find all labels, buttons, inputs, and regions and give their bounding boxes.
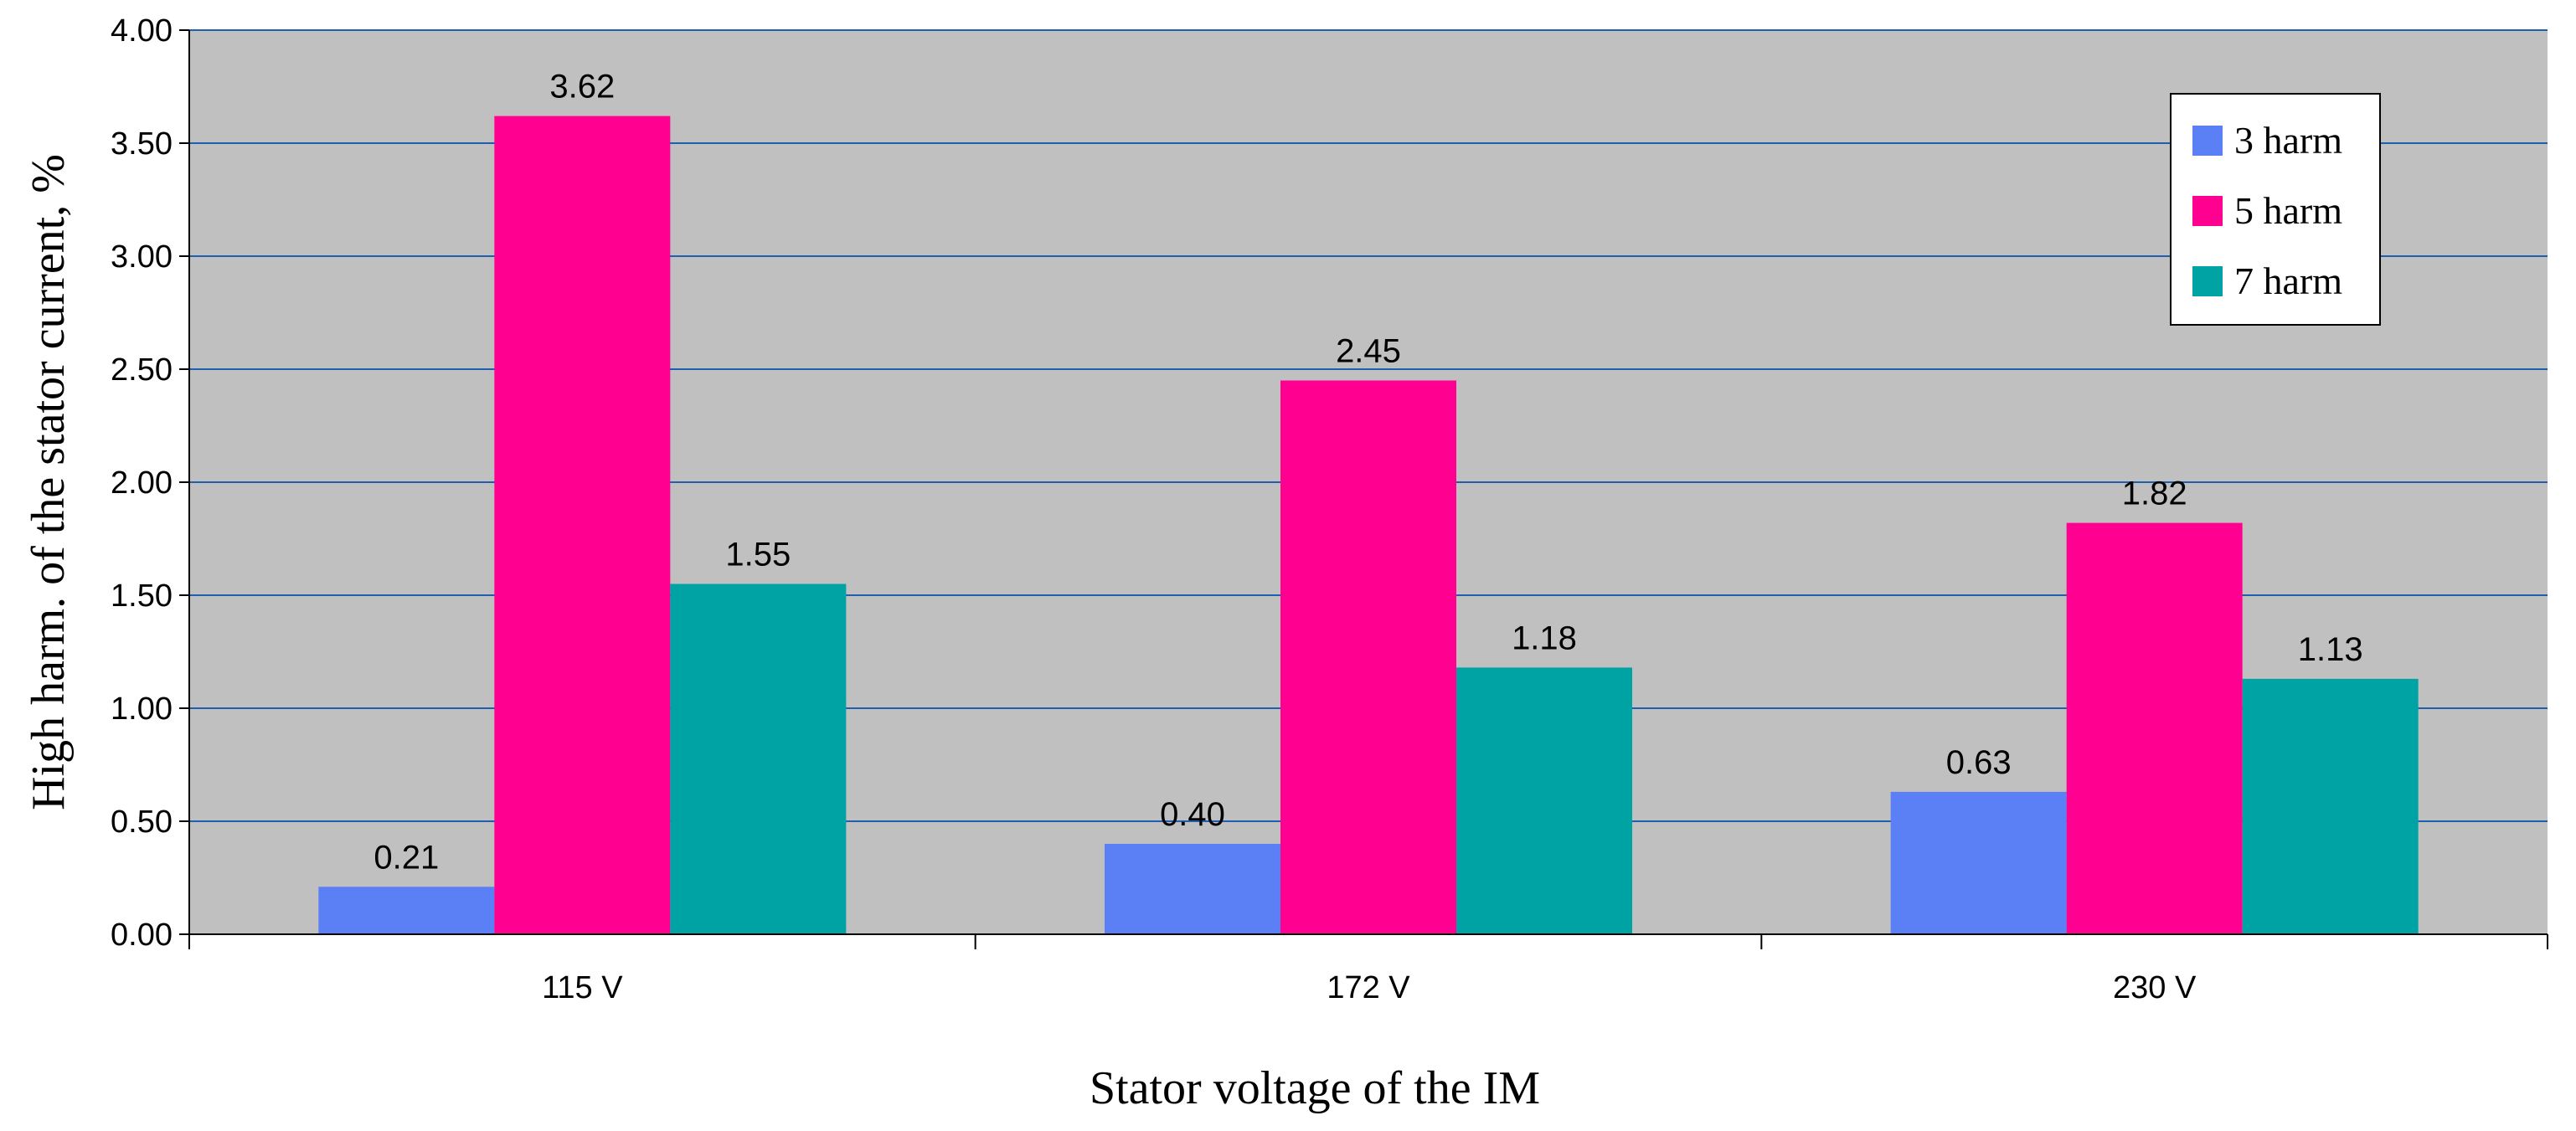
data-label: 1.18 (1512, 619, 1577, 656)
legend-swatch (2192, 266, 2223, 296)
legend-swatch (2192, 196, 2223, 226)
x-axis-title: Stator voltage of the IM (1090, 1062, 1540, 1114)
y-tick-label: 0.50 (111, 805, 173, 840)
bar (318, 887, 495, 934)
legend-label: 7 harm (2234, 260, 2342, 302)
y-tick-label: 1.50 (111, 578, 173, 614)
bar (1280, 380, 1456, 934)
data-label: 1.82 (2122, 476, 2187, 512)
data-label: 3.62 (549, 69, 615, 105)
data-labels: 0.21 3.62 1.55 0.40 2.45 1.18 0.63 1.82 1.13 (374, 69, 2362, 877)
bar (670, 583, 847, 934)
y-tick-label: 2.50 (111, 352, 173, 388)
axes (179, 29, 2548, 949)
x-tick-label: 230 V (2113, 970, 2197, 1005)
data-label: 0.21 (374, 839, 439, 876)
y-tick-label: 0.00 (111, 918, 173, 953)
data-label: 1.13 (2298, 631, 2363, 668)
bar (2066, 522, 2243, 934)
x-tick-label: 172 V (1327, 970, 1410, 1005)
bar (1105, 844, 1280, 934)
y-tick-label: 3.50 (111, 126, 173, 162)
bar (1456, 667, 1632, 934)
y-tick-label: 1.00 (111, 691, 173, 727)
x-tick-labels: 115 V 172 V 230 V (542, 970, 2197, 1005)
data-label: 0.40 (1160, 796, 1225, 833)
bars (318, 116, 2419, 935)
y-tick-label: 3.00 (111, 239, 173, 275)
x-tick-label: 115 V (542, 970, 623, 1005)
bar (2242, 678, 2419, 934)
y-axis-title: High harm. of the stator current, % (23, 154, 75, 810)
legend-label: 3 harm (2234, 119, 2342, 162)
legend: 3 harm 5 harm 7 harm (2170, 93, 2381, 326)
bar (1890, 791, 2067, 934)
data-label: 1.55 (725, 537, 791, 573)
y-tick-labels: 0.00 0.50 1.00 1.50 2.00 2.50 3.00 3.50 4.00 (111, 13, 173, 953)
legend-label: 5 harm (2234, 189, 2342, 232)
bar (494, 116, 671, 935)
y-tick-label: 2.00 (111, 465, 173, 501)
y-tick-label: 4.00 (111, 13, 173, 49)
data-label: 0.63 (1946, 744, 2012, 781)
legend-swatch (2192, 126, 2223, 156)
data-label: 2.45 (1336, 333, 1401, 370)
